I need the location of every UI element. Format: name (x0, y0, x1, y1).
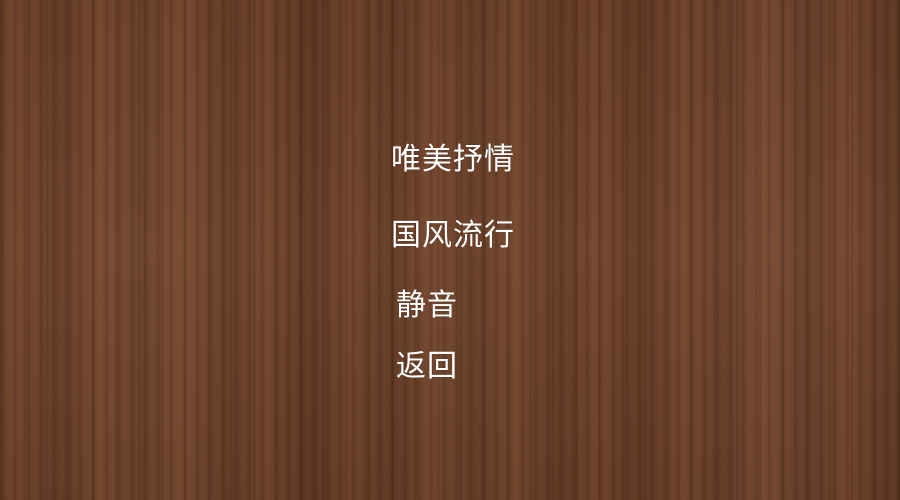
menu-item-aesthetic-lyrical[interactable]: 唯美抒情 (391, 142, 515, 177)
menu-item-back[interactable]: 返回 (396, 349, 458, 384)
menu-item-chinese-style-pop[interactable]: 国风流行 (391, 218, 515, 253)
menu-item-mute[interactable]: 静音 (396, 288, 458, 323)
